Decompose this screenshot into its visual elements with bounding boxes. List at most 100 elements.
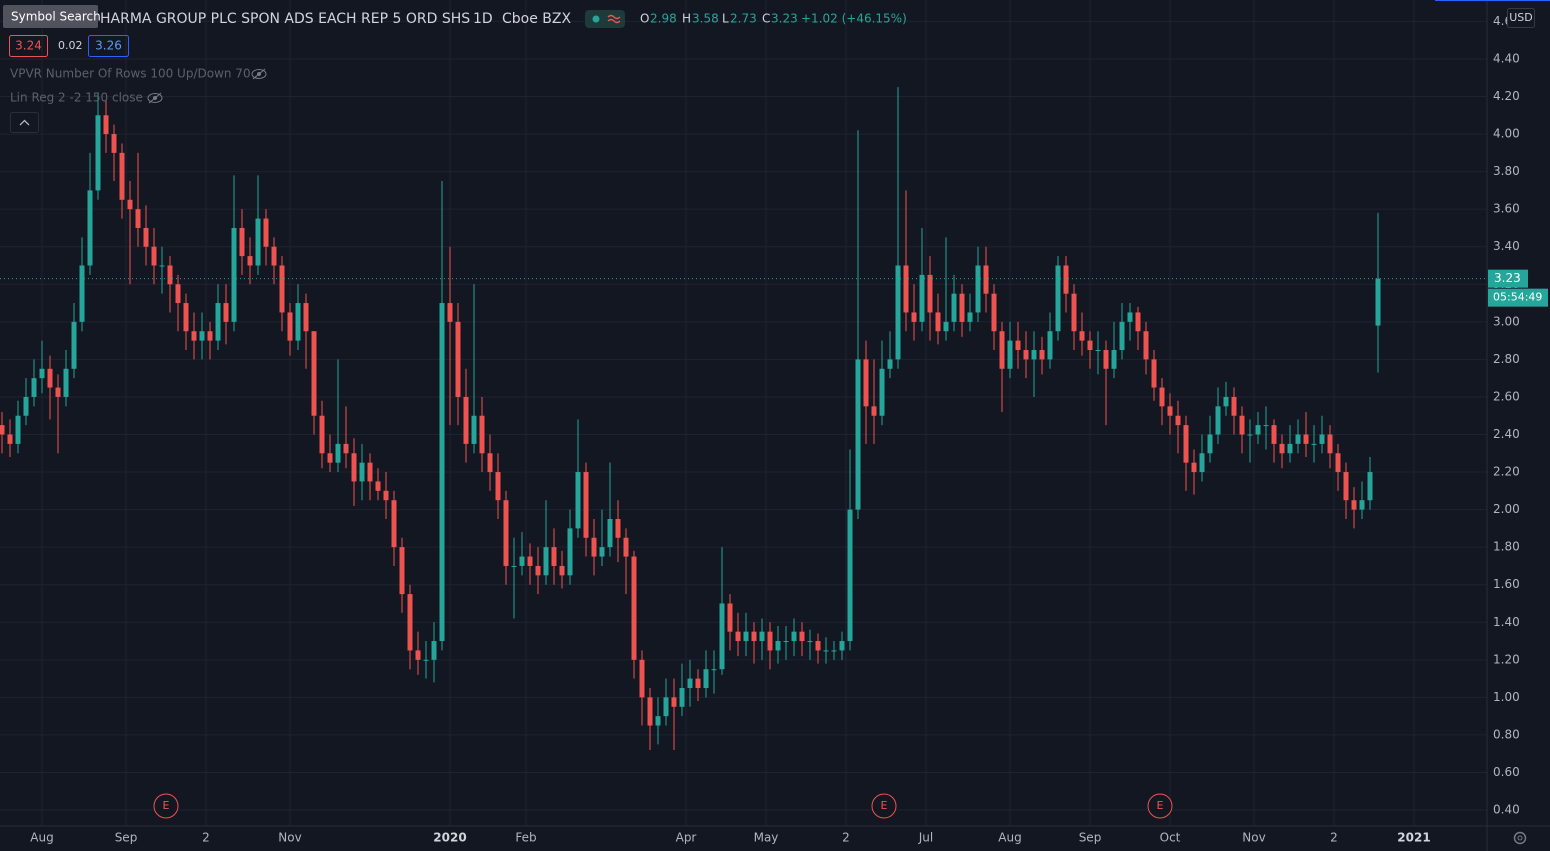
collapse-button[interactable]: [10, 112, 39, 133]
candle-body: [447, 303, 453, 322]
candle-body: [591, 537, 597, 557]
candle-body: [847, 509, 853, 642]
candle-body: [199, 331, 205, 341]
candle-body: [479, 415, 485, 454]
symbol-search-tooltip[interactable]: Symbol Search: [11, 10, 101, 24]
candle-body: [1215, 406, 1221, 435]
candle-body: [1103, 350, 1109, 369]
y-tick-label: 4.20: [1493, 89, 1520, 103]
candle-body: [983, 265, 989, 294]
candle-body: [1263, 425, 1269, 427]
candle-body: [799, 631, 805, 642]
candle-body: [999, 331, 1005, 369]
candle-body: [1367, 472, 1373, 501]
candle-body: [207, 331, 213, 341]
earnings-label: E: [1157, 799, 1164, 812]
candle-body: [911, 312, 917, 322]
candle-body: [471, 415, 477, 444]
candle-body: [951, 293, 957, 322]
candle-body: [567, 528, 573, 576]
candle-body: [1287, 443, 1293, 454]
candle-body: [79, 265, 85, 322]
candle-body: [1351, 500, 1357, 510]
candle-body: [151, 246, 157, 266]
candle-body: [191, 331, 197, 341]
last-price-label: 3.23: [1494, 271, 1521, 285]
candle-body: [167, 265, 173, 285]
candle-body: [807, 641, 813, 643]
candle-body: [1279, 443, 1285, 454]
candle-body: [511, 565, 517, 567]
candle-body: [1047, 331, 1053, 360]
candle-body: [327, 453, 333, 463]
candle-body: [1359, 500, 1365, 510]
candle-body: [871, 406, 877, 416]
candle-body: [287, 312, 293, 341]
earnings-marker: [1147, 793, 1173, 819]
symbol-title[interactable]: HARMA GROUP PLC SPON ADS EACH REP 5 ORD …: [100, 11, 470, 27]
ohlc-label: O: [640, 12, 649, 26]
candle-body: [727, 603, 733, 632]
hidden-eye-icon[interactable]: [251, 68, 267, 80]
candle-body: [935, 312, 941, 332]
candle-body: [239, 227, 245, 257]
candle-body: [1079, 331, 1085, 341]
y-tick-label: 3.80: [1493, 164, 1520, 178]
earnings-marker: [871, 793, 897, 819]
candle-body: [1167, 406, 1173, 416]
candle-body: [31, 378, 37, 397]
bid-box[interactable]: [9, 35, 48, 57]
candle-body: [23, 396, 29, 416]
tooltip-bg: [3, 5, 98, 28]
ask: 3.26: [95, 39, 122, 53]
candle-body: [303, 303, 309, 332]
candle-body: [231, 227, 237, 322]
candle-body: [1095, 350, 1101, 352]
ask-box[interactable]: [88, 35, 129, 57]
candle-body: [95, 115, 101, 191]
collapse-icon: [19, 119, 30, 126]
candle-body: [495, 472, 501, 501]
bid: 3.24: [15, 39, 42, 53]
y-tick-label: 0.40: [1493, 803, 1520, 817]
candle-body: [1319, 434, 1325, 444]
ohlc-label: L: [722, 12, 729, 26]
candle-body: [551, 547, 557, 566]
settings-icon[interactable]: [1513, 831, 1527, 845]
y-tick-label: 0.60: [1493, 765, 1520, 779]
candle-body: [711, 669, 717, 671]
x-tick-label: Jul: [918, 831, 933, 845]
x-tick-label: 2: [842, 831, 850, 845]
y-tick-label: 4.00: [1493, 127, 1520, 141]
x-tick-label: 2020: [433, 831, 466, 845]
x-tick-label: Nov: [278, 831, 301, 845]
currency: USD: [1509, 11, 1533, 24]
hidden-eye-icon[interactable]: [147, 92, 163, 104]
candle-body: [1199, 453, 1205, 473]
candle-body: [903, 265, 909, 313]
indicator-label[interactable]: VPVR Number Of Rows 100 Up/Down 70: [10, 67, 251, 81]
currency-box[interactable]: [1507, 8, 1535, 28]
x-tick-label: 2021: [1397, 831, 1430, 845]
interval[interactable]: 1D: [473, 11, 493, 27]
candle-body: [319, 415, 325, 454]
candle-body: [375, 481, 381, 491]
candle-body: [663, 697, 669, 717]
candle-body: [1015, 340, 1021, 351]
indicator-label[interactable]: Lin Reg 2 -2 150 close: [10, 91, 143, 105]
candle-body: [1191, 462, 1197, 473]
candle-body: [1375, 278, 1381, 326]
candle-body: [103, 115, 109, 135]
candle-body: [831, 650, 837, 652]
candle-body: [1223, 396, 1229, 407]
candle-body: [887, 359, 893, 369]
candle-body: [783, 641, 789, 643]
candle-body: [839, 641, 845, 651]
data-delay-icon: [607, 14, 621, 24]
candle-body: [767, 631, 773, 651]
status-pill[interactable]: [585, 10, 625, 28]
candle-body: [111, 134, 117, 153]
y-tick-label: 2.60: [1493, 389, 1520, 403]
